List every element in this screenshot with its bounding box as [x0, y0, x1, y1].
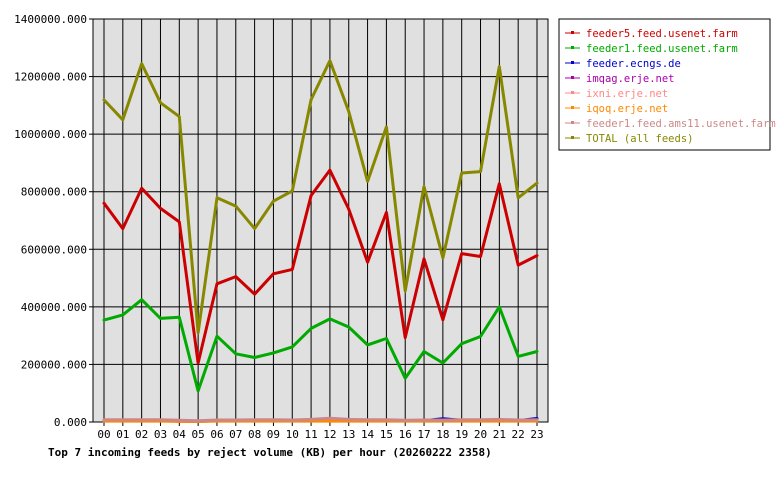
y-tick-label: 1200000.000: [14, 71, 87, 84]
x-tick-label: 19: [455, 428, 468, 441]
x-tick-label: 08: [248, 428, 261, 441]
x-tick-label: 18: [436, 428, 449, 441]
x-tick-label: 05: [192, 428, 205, 441]
legend-marker: [571, 46, 574, 49]
x-tick-label: 02: [135, 428, 148, 441]
legend: feeder5.feed.usenet.farm feeder1.feed.use…: [558, 18, 776, 151]
y-axis: 0.000 200000.000 400000.000 600000.000 80000…: [14, 13, 93, 429]
x-tick-label: 20: [474, 428, 487, 441]
x-tick-label: 01: [116, 428, 129, 441]
x-tick-label: 06: [210, 428, 223, 441]
y-tick-label: 1400000.000: [14, 13, 87, 26]
y-tick-label: 1000000.000: [14, 128, 87, 141]
series-line-7: [102, 59, 539, 335]
y-tick-label: 200000.000: [21, 358, 87, 371]
y-tick-label: 400000.000: [21, 301, 87, 314]
x-tick-label: 15: [380, 428, 393, 441]
legend-label: feeder1.feed.usenet.farm: [586, 43, 738, 55]
x-tick-label: 14: [361, 428, 375, 441]
x-tick-label: 22: [512, 428, 525, 441]
x-tick-label: 10: [286, 428, 299, 441]
legend-label: iqoq.erje.net: [586, 103, 668, 115]
x-tick-label: 12: [323, 428, 336, 441]
legend-label: feeder1.feed.ams11.usenet.farm: [586, 118, 776, 130]
legend-label: TOTAL (all feeds): [586, 133, 693, 145]
x-tick-label: 00: [97, 428, 110, 441]
legend-marker: [571, 91, 574, 94]
y-tick-label: 800000.000: [21, 186, 87, 199]
x-tick-label: 09: [267, 428, 280, 441]
x-tick-label: 13: [342, 428, 355, 441]
x-tick-label: 17: [417, 428, 430, 441]
legend-marker: [571, 61, 574, 64]
legend-label: feeder5.feed.usenet.farm: [586, 28, 738, 40]
legend-marker: [571, 76, 574, 79]
legend-box: [558, 18, 771, 151]
x-axis: 00 01 02 03 04 05 06 07 08 09 10 11 12 13 14 15 16 17 18 19…: [97, 422, 544, 441]
x-tick-label: 16: [399, 428, 412, 441]
series-line-0: [102, 168, 539, 365]
x-tick-label: 23: [530, 428, 543, 441]
legend-label: feeder.ecngs.de: [586, 58, 681, 70]
legend-marker: [571, 31, 574, 34]
legend-marker: [571, 121, 574, 124]
plot-area: [92, 18, 549, 423]
x-tick-label: 21: [493, 428, 506, 441]
x-tick-label: 11: [304, 428, 317, 441]
series-lines: [102, 59, 539, 423]
x-tick-label: 07: [229, 428, 242, 441]
x-tick-label: 04: [173, 428, 187, 441]
series-line-1: [102, 298, 539, 393]
legend-marker: [571, 136, 574, 139]
chart-title: Top 7 incoming feeds by reject volume (K…: [48, 446, 492, 459]
legend-label: ixni.erje.net: [586, 88, 668, 100]
grid-lines: [93, 19, 548, 422]
y-tick-label: 600000.000: [21, 243, 87, 256]
legend-label: imqag.erje.net: [586, 73, 675, 85]
legend-marker: [571, 106, 574, 109]
series-line-6: [102, 416, 539, 423]
x-tick-label: 03: [154, 428, 167, 441]
y-tick-label: 0.000: [54, 416, 87, 429]
